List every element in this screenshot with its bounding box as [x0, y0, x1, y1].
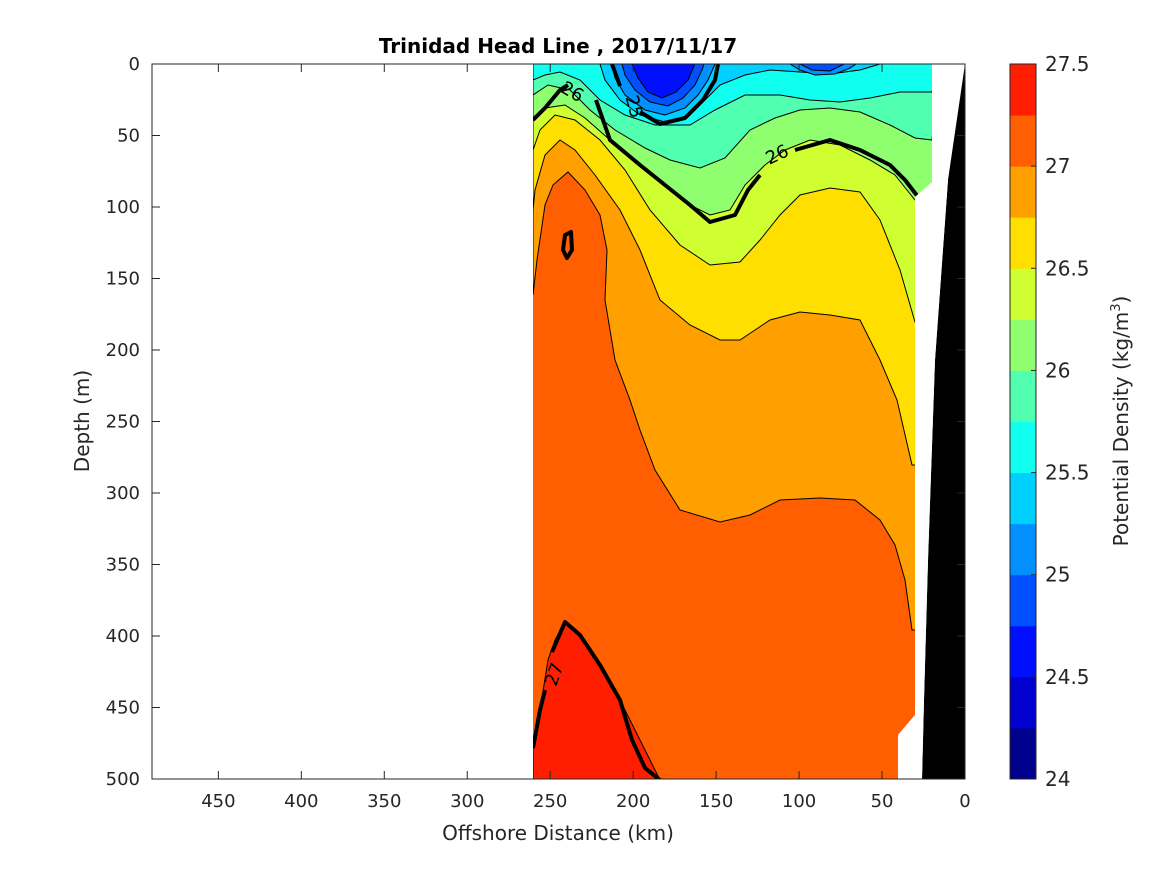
y-tick-label: 500 — [106, 769, 140, 790]
y-tick-label: 250 — [106, 412, 140, 433]
isopycnal-26-line — [533, 83, 762, 224]
x-tick-label: 300 — [450, 791, 484, 812]
colorbar-label-close: ) — [1109, 296, 1133, 304]
colorbar-tick-label: 26 — [1045, 358, 1070, 382]
labeled-isopycnals — [533, 64, 932, 779]
x-tick-label: 350 — [367, 791, 401, 812]
colorbar — [1010, 64, 1036, 780]
colorbar-segment — [1010, 421, 1036, 474]
colorbar-segment — [1010, 727, 1036, 780]
x-tick-label: 100 — [782, 791, 816, 812]
y-tick-label: 400 — [106, 626, 140, 647]
y-tick-label: 450 — [106, 698, 140, 719]
x-tick-label: 200 — [616, 791, 650, 812]
colorbar-label: Potential Density (kg/m3) — [1109, 296, 1133, 547]
y-tick-label: 0 — [129, 54, 140, 75]
colorbar-tick-label: 27 — [1045, 154, 1070, 178]
colorbar-tick-label: 27.5 — [1045, 52, 1090, 76]
isopycnal-27-line — [533, 620, 662, 779]
colorbar-label-superscript: 3 — [1109, 303, 1124, 311]
band-24.25-24.5 — [631, 64, 695, 99]
colorbar-segment — [1010, 625, 1036, 678]
y-tick-label: 300 — [106, 483, 140, 504]
chart-title: Trinidad Head Line , 2017/11/17 — [379, 34, 737, 58]
colorbar-ticks: 24 24.5 25 25.5 26 26.5 27 27.5 — [1031, 52, 1090, 791]
y-axis-label: Depth (m) — [70, 370, 94, 472]
isopycnal-25-line — [610, 64, 720, 126]
y-tick-label: 150 — [106, 269, 140, 290]
colorbar-frame — [1009, 63, 1037, 780]
colorbar-tick-label: 24.5 — [1045, 665, 1090, 689]
colorbar-segment — [1010, 64, 1036, 116]
colorbar-tick-label: 24 — [1045, 767, 1070, 791]
band-24.5-24.75-b — [799, 64, 845, 72]
colorbar-tick-label: 26.5 — [1045, 256, 1090, 280]
colorbar-segment — [1010, 217, 1036, 269]
x-axis-label: Offshore Distance (km) — [442, 821, 674, 845]
isopycnal-27-loop — [561, 230, 574, 260]
colorbar-segment — [1010, 319, 1036, 371]
y-tick-label: 50 — [117, 126, 140, 147]
colorbar-tick-label: 25.5 — [1045, 461, 1090, 485]
y-tick-label: 100 — [106, 197, 140, 218]
colorbar-tick-label: 25 — [1045, 563, 1070, 587]
isopycnal-26-line-b — [794, 138, 932, 217]
x-tick-label: 400 — [284, 791, 318, 812]
colorbar-segment — [1010, 472, 1036, 525]
x-tick-label: 0 — [959, 791, 970, 812]
x-tick-label: 150 — [699, 791, 733, 812]
y-tick-label: 350 — [106, 555, 140, 576]
y-axis-ticks: 0 50 100 150 200 250 300 350 400 450 500 — [106, 54, 965, 790]
colorbar-segment — [1010, 523, 1036, 576]
seafloor-gap — [898, 180, 948, 779]
colorbar-segment — [1010, 166, 1036, 218]
x-tick-label: 50 — [871, 791, 894, 812]
y-tick-label: 200 — [106, 340, 140, 361]
colorbar-segment — [1010, 268, 1036, 320]
colorbar-segment — [1010, 676, 1036, 729]
x-tick-label: 250 — [533, 791, 567, 812]
seafloor-bathymetry — [922, 64, 965, 779]
colorbar-segment — [1010, 370, 1036, 422]
colorbar-segment — [1010, 574, 1036, 627]
x-axis-ticks: 450 400 350 300 250 200 150 100 50 0 — [201, 64, 971, 812]
x-tick-label: 450 — [201, 791, 235, 812]
density-contour-bands — [533, 64, 932, 779]
colorbar-segment — [1010, 115, 1036, 167]
